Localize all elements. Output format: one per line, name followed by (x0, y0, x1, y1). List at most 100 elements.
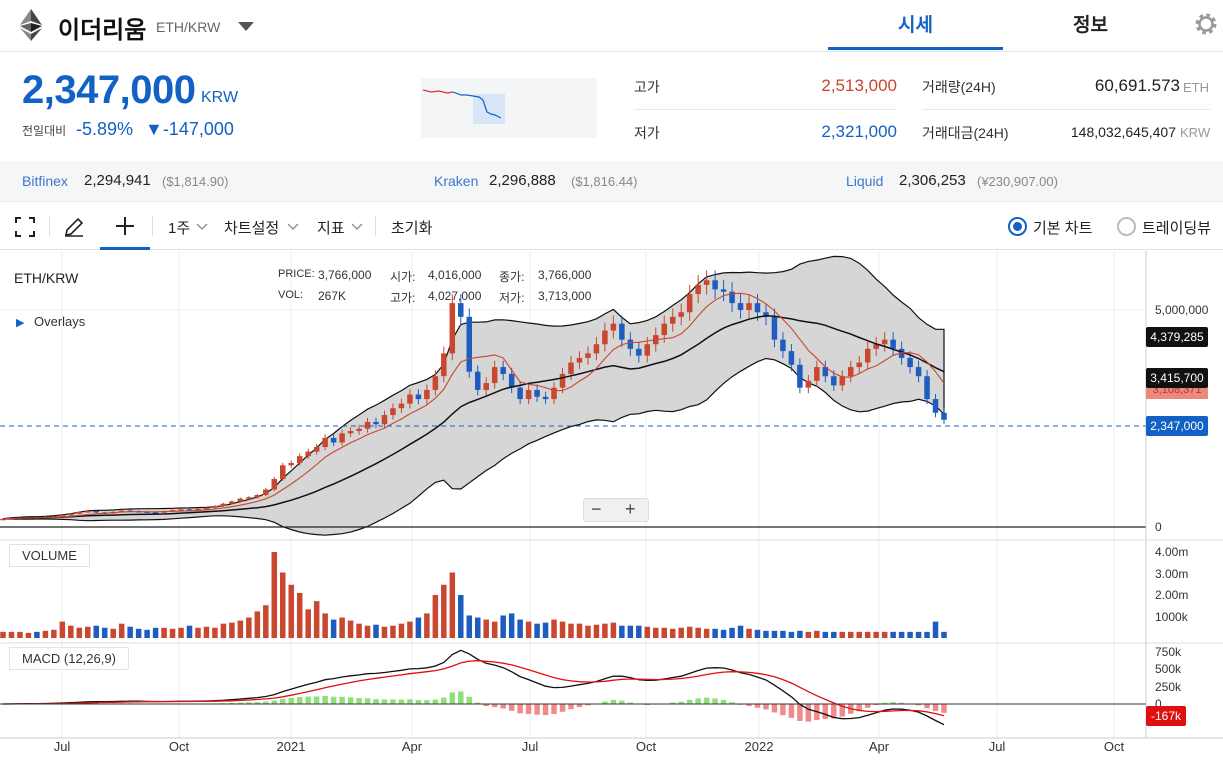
candle-body (0, 518, 6, 521)
volume-bar (398, 623, 405, 638)
volume-bar (653, 627, 659, 638)
middle-band-tag: 3,415,700 (1146, 368, 1208, 388)
macd-bar (729, 702, 735, 704)
volume-bar (568, 623, 574, 638)
volume-bar (585, 625, 591, 638)
indicators-menu[interactable]: 지표 (317, 220, 345, 237)
volume-bar (661, 627, 667, 638)
candle-body (814, 367, 820, 381)
sparkline-chart (421, 78, 597, 138)
volume-bar (407, 621, 413, 638)
macd-bar (432, 699, 439, 704)
chevron-down-icon[interactable] (196, 222, 208, 232)
volume-bar (491, 621, 498, 638)
triangle-right-icon[interactable]: ▶ (16, 317, 25, 329)
exchange-name[interactable]: Liquid (846, 173, 884, 189)
candle-body (576, 357, 583, 363)
tradingview-radio[interactable] (1117, 217, 1136, 236)
candle-body (619, 323, 625, 340)
candle-body (771, 316, 778, 340)
info-high-label: 고가: (390, 291, 416, 305)
candle-body (890, 339, 896, 349)
volume-bar (483, 619, 489, 638)
macd-bar (763, 704, 769, 710)
macd-bar (924, 704, 930, 709)
candle-body (85, 511, 91, 513)
macd-bar (500, 704, 506, 709)
volume-bar (381, 626, 388, 638)
crosshair-icon[interactable] (114, 215, 136, 237)
macd-bar (788, 704, 795, 718)
tab-price[interactable]: 시세 (898, 15, 933, 36)
candle-body (313, 447, 320, 452)
volume-bar (347, 620, 354, 638)
candle-body (610, 323, 617, 331)
chevron-down-icon[interactable] (238, 22, 254, 31)
volume-bar (686, 626, 693, 638)
tradingview-label[interactable]: 트레이딩뷰 (1142, 220, 1212, 237)
macd-bar (254, 702, 261, 704)
price-axis-label: 0 (1155, 520, 1162, 534)
zoom-in-button[interactable]: + (625, 499, 636, 519)
gear-icon[interactable] (1190, 8, 1222, 40)
pencil-icon[interactable] (63, 216, 85, 238)
volume-bar (898, 631, 905, 638)
fullscreen-icon[interactable] (14, 216, 36, 238)
exchange-foreign-price: (¥230,907.00) (977, 174, 1058, 189)
macd-bar (568, 704, 574, 710)
macd-bar (686, 699, 693, 704)
chevron-down-icon[interactable] (287, 222, 299, 232)
macd-bar (619, 700, 625, 704)
candle-body (856, 362, 862, 368)
macd-bar (373, 699, 379, 704)
chart-settings-menu[interactable]: 차트설정 (224, 220, 280, 237)
zoom-out-button[interactable]: − (591, 499, 602, 519)
candle-body (780, 339, 786, 352)
volume-bar (305, 609, 311, 638)
basic-chart-label[interactable]: 기본 차트 (1033, 220, 1093, 237)
exchange-name[interactable]: Kraken (434, 173, 479, 189)
volume-bar (220, 623, 227, 638)
candle-body (220, 503, 227, 506)
exchange-name[interactable]: Bitfinex (22, 173, 68, 189)
period-select[interactable]: 1주 (168, 220, 191, 237)
overlays-toggle[interactable]: Overlays (34, 314, 86, 329)
crosshair-tool[interactable] (100, 203, 150, 250)
macd-bar (525, 704, 532, 714)
volume-bar (17, 631, 23, 638)
volume-bar (203, 626, 210, 638)
chevron-down-icon[interactable] (351, 222, 363, 232)
x-axis-label: Jul (988, 739, 1006, 754)
volume-bar (441, 584, 447, 638)
macd-bar (288, 697, 294, 704)
candle-body (788, 351, 795, 365)
volume-bar (720, 629, 727, 638)
volume-bar (746, 628, 752, 638)
tab-info[interactable]: 정보 (1073, 15, 1108, 36)
active-tab-indicator (828, 47, 1003, 50)
volume-bar (246, 617, 252, 638)
candle-body (941, 412, 947, 420)
volume-bar (754, 629, 761, 638)
x-axis-label: 2021 (276, 739, 306, 754)
macd-bar (898, 702, 905, 704)
candle-body (695, 284, 701, 294)
volume-bar (424, 613, 430, 638)
volume-bar (669, 628, 676, 638)
candle-body (644, 344, 651, 356)
change-rate: -5.89% (76, 119, 134, 139)
x-axis-label: Oct (635, 739, 657, 754)
candle-body (517, 387, 523, 400)
candle-body (280, 465, 286, 480)
macd-bar (296, 697, 303, 704)
macd-bar (313, 696, 320, 704)
zoom-controls (583, 498, 649, 522)
ethereum-logo-icon (20, 9, 42, 41)
volume-bar (847, 631, 854, 638)
candle-body (424, 389, 430, 400)
divider (49, 216, 50, 236)
volume-bar (610, 622, 617, 638)
price-chart[interactable] (0, 251, 1223, 762)
basic-chart-radio[interactable] (1008, 217, 1027, 236)
reset-button[interactable]: 초기화 (391, 220, 433, 237)
